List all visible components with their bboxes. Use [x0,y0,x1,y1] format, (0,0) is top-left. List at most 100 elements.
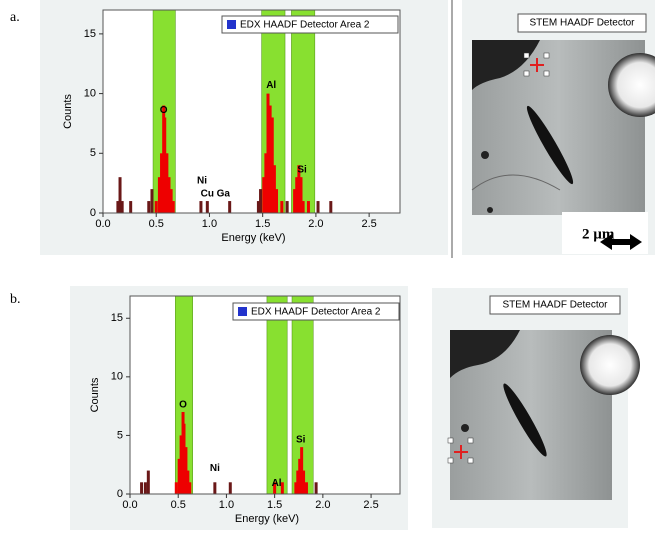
bar [270,117,274,213]
bar [256,201,260,213]
image-title: STEM HAADF Detector [529,18,635,29]
bar [140,482,144,494]
peak-label: O [160,105,168,116]
plot-area [103,10,400,213]
charts: a. 0.0 0.5 1.0 1.5 2.0 2.5 0 5 10 15 Energy (keV) Co… [10,0,448,530]
image-title: STEM HAADF Detector [502,300,608,311]
peak-label: Ni [210,463,220,474]
bar [285,201,289,213]
feature [580,335,640,395]
bar [182,423,186,494]
x-tick-label: 0.5 [149,218,164,230]
y-tick-label: 5 [90,147,96,159]
x-tick-label: 1.5 [255,218,270,230]
marker [454,445,468,459]
x-tick-label: 2.5 [361,218,376,230]
bar [188,482,192,494]
bar [293,189,297,213]
panel-label: b. [10,292,21,307]
y-tick-label: 10 [84,87,96,99]
bar [306,201,310,213]
x-tick-label: 2.5 [363,499,378,511]
selection-box [523,52,550,77]
peak-label: Ga [217,189,231,200]
bar [129,201,133,213]
bar [273,482,277,494]
energy-window [266,295,288,495]
bar [160,153,164,213]
bar [302,470,306,494]
feature [461,424,469,432]
y-tick-label: 5 [117,429,123,441]
x-tick-label: 1.0 [219,499,234,511]
bar [163,117,167,213]
image-panel: STEM HAADF Detector [432,288,640,528]
peak-label: Ni [197,175,207,186]
feature [608,53,655,117]
legend-swatch [238,307,247,316]
title-box [517,13,647,33]
bar [165,153,169,213]
bar [146,470,150,494]
bar [280,201,284,213]
bar [120,201,124,213]
bar [228,201,232,213]
image-panel: STEM HAADF Detector 2 µm [451,0,655,258]
plot-frame [102,9,401,214]
x-axis-label: Energy (keV) [221,232,285,244]
bar [299,177,303,213]
legend-box [221,15,399,34]
energy-window [291,9,316,214]
marker [530,58,544,72]
bar [295,177,299,213]
bar [297,165,301,213]
peak-label: O [179,400,187,411]
bar [298,458,302,494]
bar [266,93,270,213]
bar [213,482,217,494]
y-tick-label: 15 [84,28,96,40]
bar [199,201,203,213]
legend-label: EDX HAADF Detector Area 2 [240,20,370,31]
bar [296,470,300,494]
x-tick-label: 2.0 [308,218,323,230]
bar [316,201,320,213]
bar [143,482,147,494]
bar [118,177,122,213]
bar [174,482,178,494]
plot-area [130,296,400,494]
x-tick-label: 1.5 [267,499,282,511]
bar [262,177,266,213]
peak-label: Si [296,435,306,446]
bar [275,189,279,213]
bar [154,201,158,213]
peak-label: Cu [201,189,214,200]
bar [147,201,151,213]
bar [294,482,298,494]
scale-arrow [600,234,642,250]
legend-label: EDX HAADF Detector Area 2 [251,307,381,318]
bar [272,165,276,213]
bar [300,447,304,494]
bar [280,482,284,494]
y-tick-label: 0 [117,488,123,500]
bar [205,201,209,213]
y-tick-label: 10 [111,371,123,383]
bar [150,189,154,213]
feature [472,40,540,90]
bar [314,482,318,494]
bar [304,482,308,494]
feature [526,105,574,185]
bar [259,189,263,213]
bar [184,447,188,494]
x-tick-label: 0.0 [122,499,137,511]
y-tick-label: 15 [111,312,123,324]
x-tick-label: 2.0 [315,499,330,511]
panel-label: a. [10,10,20,25]
selection-box [447,437,474,464]
x-tick-label: 1.0 [202,218,217,230]
bar [268,105,272,213]
plot-frame [129,295,401,495]
bar [301,201,305,213]
